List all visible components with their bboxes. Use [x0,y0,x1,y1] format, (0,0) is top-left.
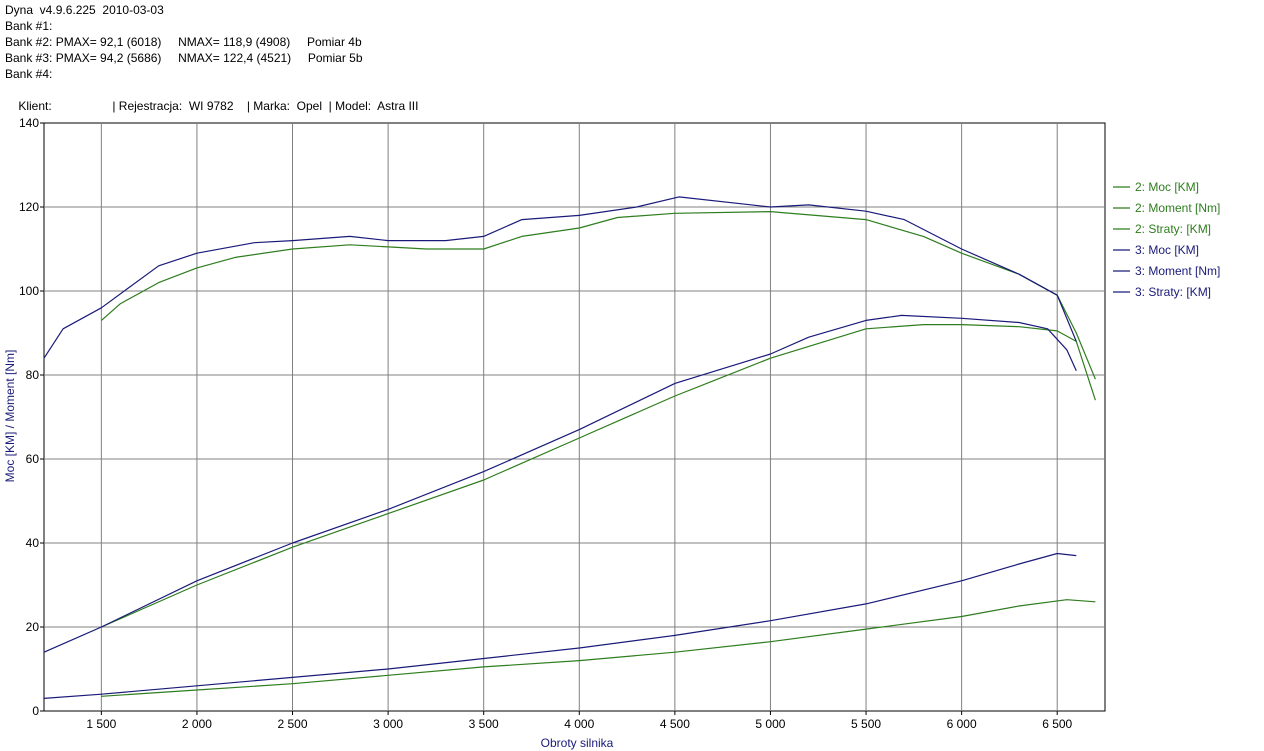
series-line-2 [101,211,1096,380]
y-axis-ticks: 0 20 40 60 80 100 120 140 [19,116,44,718]
bank3-line: Bank #3: PMAX= 94,2 (5686) NMAX= 122,4 (… [5,51,363,65]
x-axis-label: Obroty silnika [541,736,614,750]
series-line-4 [43,314,1077,653]
series-line-5 [43,196,1077,359]
y-tick-label: 20 [26,620,40,634]
y-tick-label: 120 [19,200,39,214]
y-tick-label: 60 [26,452,40,466]
series-line-1 [101,324,1096,628]
legend-entry: 2: Moc [KM] [1135,180,1199,194]
x-tick-label: 2 500 [278,717,308,731]
x-tick-label: 1 500 [86,717,116,731]
grid-lines [44,123,1105,711]
app-version-line: Dyna v4.9.6.225 2010-03-03 [5,3,164,17]
y-tick-label: 80 [26,368,40,382]
report-header: Dyna v4.9.6.225 2010-03-03 Bank #1: Bank… [5,2,418,113]
x-tick-label: 6 500 [1042,717,1072,731]
client-details: | Rejestracja: WI 9782 | Marka: Opel | M… [112,99,419,113]
legend-entry: 3: Moc [KM] [1135,243,1199,257]
x-tick-label: 6 000 [947,717,977,731]
y-tick-label: 140 [19,116,39,130]
legend-entry: 3: Moment [Nm] [1135,264,1220,278]
client-label: Klient: [18,99,52,113]
series-line-6 [43,552,1077,699]
legend: 2: Moc [KM] 2: Moment [Nm] 2: Straty: [KM]… [1113,180,1220,299]
x-tick-label: 4 500 [660,717,690,731]
x-tick-label: 4 000 [564,717,594,731]
y-tick-label: 100 [19,284,39,298]
x-tick-label: 3 000 [373,717,403,731]
x-tick-label: 3 500 [469,717,499,731]
series-line-3 [101,599,1096,697]
series-lines [43,196,1096,699]
x-tick-label: 5 500 [851,717,881,731]
y-tick-label: 0 [32,704,39,718]
legend-entry: 2: Moment [Nm] [1135,201,1220,215]
bank4-line: Bank #4: [5,67,53,81]
y-tick-label: 40 [26,536,40,550]
legend-entry: 2: Straty: [KM] [1135,222,1211,236]
x-tick-label: 2 000 [182,717,212,731]
y-axis-label: Moc [KM] / Moment [Nm] [3,350,17,483]
x-tick-label: 5 000 [755,717,785,731]
client-line: Klient: | Rejestracja: WI 9782 | Marka: O… [5,82,418,113]
bank2-line: Bank #2: PMAX= 92,1 (6018) NMAX= 118,9 (… [5,35,362,49]
bank1-line: Bank #1: [5,19,53,33]
x-axis-ticks: 1 500 2 000 2 500 3 000 3 500 4 000 4 500 5 000… [86,711,1073,731]
legend-entry: 3: Straty: [KM] [1135,285,1211,299]
plot-frame [43,122,1106,712]
